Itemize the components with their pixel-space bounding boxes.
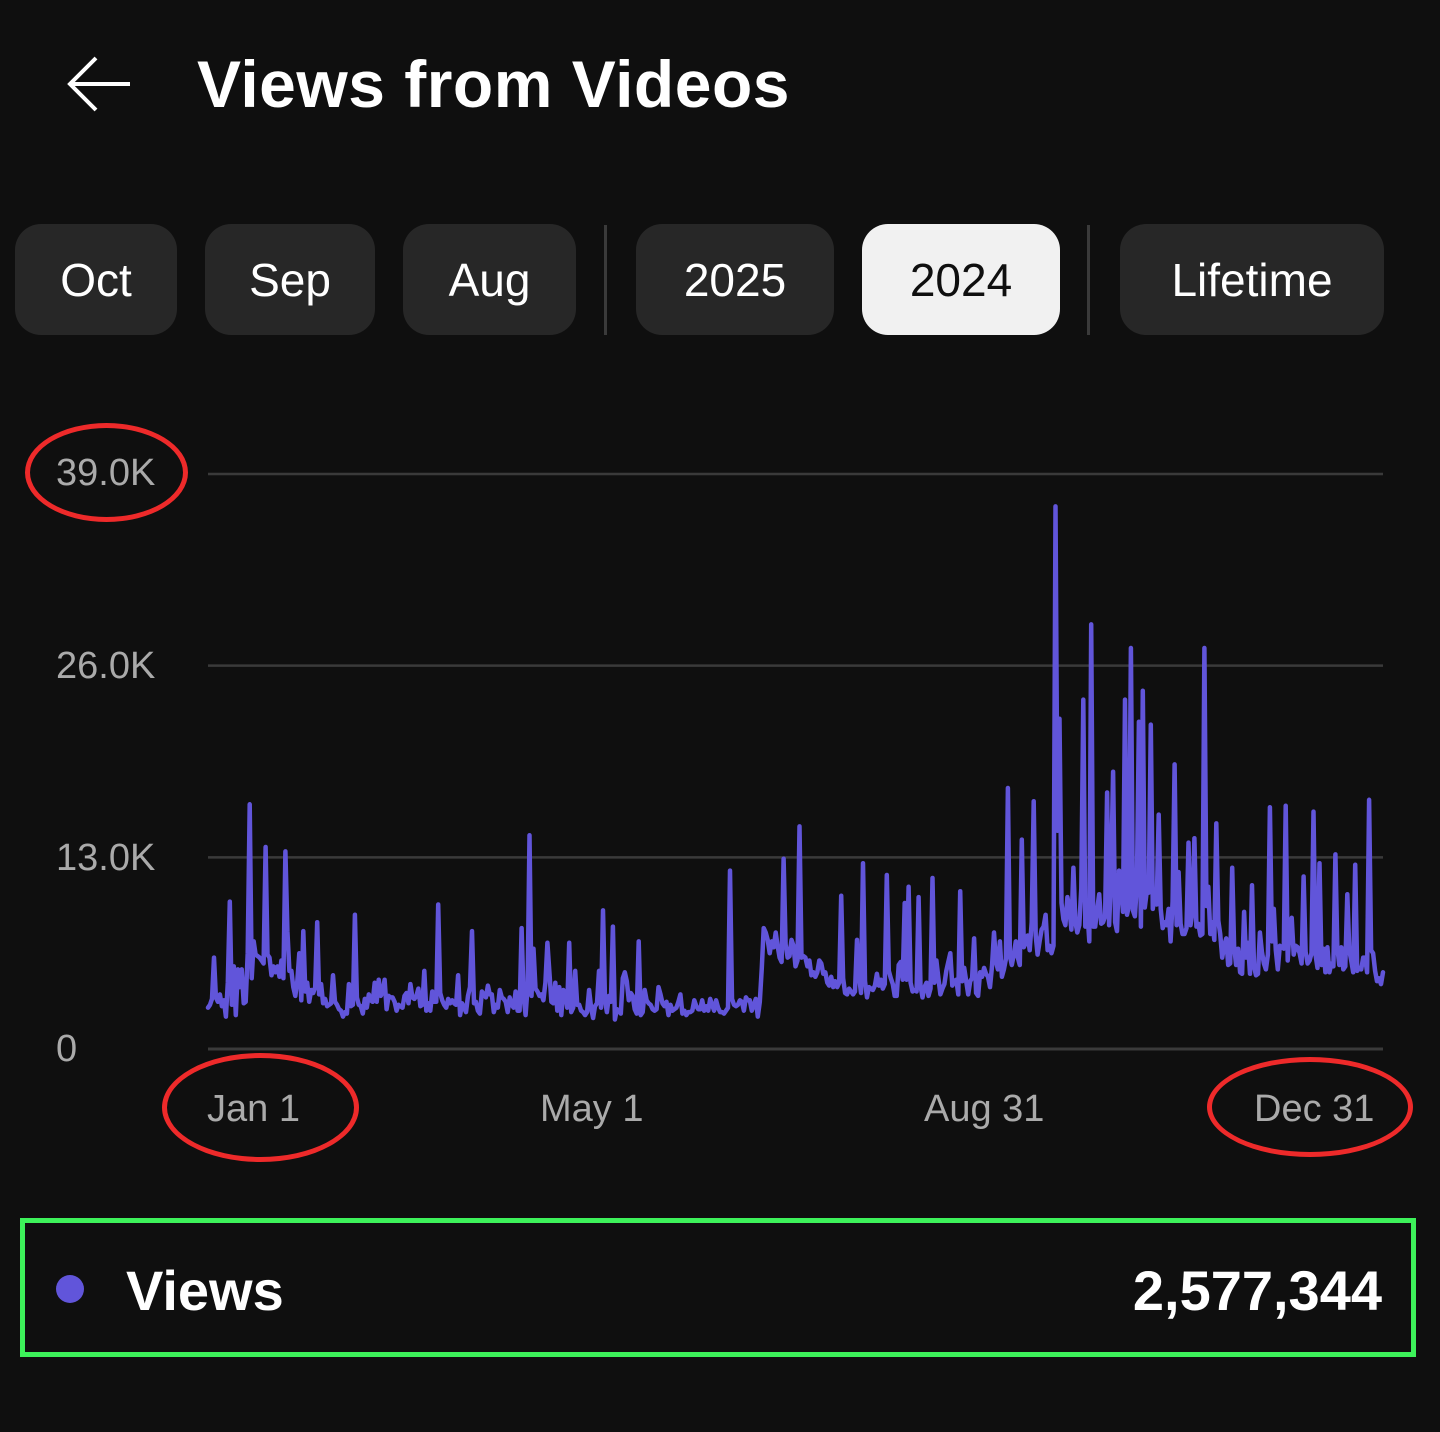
legend-dot bbox=[56, 1275, 84, 1303]
y-tick-label: 13.0K bbox=[56, 837, 156, 879]
chip-2024[interactable]: 2024 bbox=[862, 224, 1060, 335]
chart-canvas bbox=[205, 472, 1386, 1051]
x-tick-label: May 1 bbox=[540, 1088, 644, 1130]
x-tick-label: Aug 31 bbox=[924, 1088, 1045, 1130]
views-series-line bbox=[205, 504, 1386, 1022]
chip-2025[interactable]: 2025 bbox=[636, 224, 834, 335]
arrow-left-icon bbox=[67, 56, 130, 112]
back-button[interactable] bbox=[60, 48, 140, 120]
summary-value: 2,577,344 bbox=[1132, 1259, 1382, 1322]
annotation-circle-y-max bbox=[25, 423, 188, 522]
chip-sep[interactable]: Sep bbox=[205, 224, 375, 335]
annotation-box-summary bbox=[20, 1218, 1416, 1357]
summary-label: Views bbox=[126, 1259, 284, 1322]
chip-divider bbox=[1087, 225, 1090, 335]
y-tick-label: 0 bbox=[56, 1028, 78, 1070]
y-tick-label: 26.0K bbox=[56, 645, 156, 687]
chip-lifetime[interactable]: Lifetime bbox=[1120, 224, 1384, 335]
annotation-circle-x-end bbox=[1207, 1057, 1413, 1157]
page-title: Views from Videos bbox=[197, 47, 790, 121]
annotation-circle-x-start bbox=[162, 1053, 359, 1162]
chip-divider bbox=[604, 225, 607, 335]
chip-aug[interactable]: Aug bbox=[403, 224, 576, 335]
app-header: Views from Videos bbox=[0, 0, 1440, 180]
chip-oct[interactable]: Oct bbox=[15, 224, 177, 335]
